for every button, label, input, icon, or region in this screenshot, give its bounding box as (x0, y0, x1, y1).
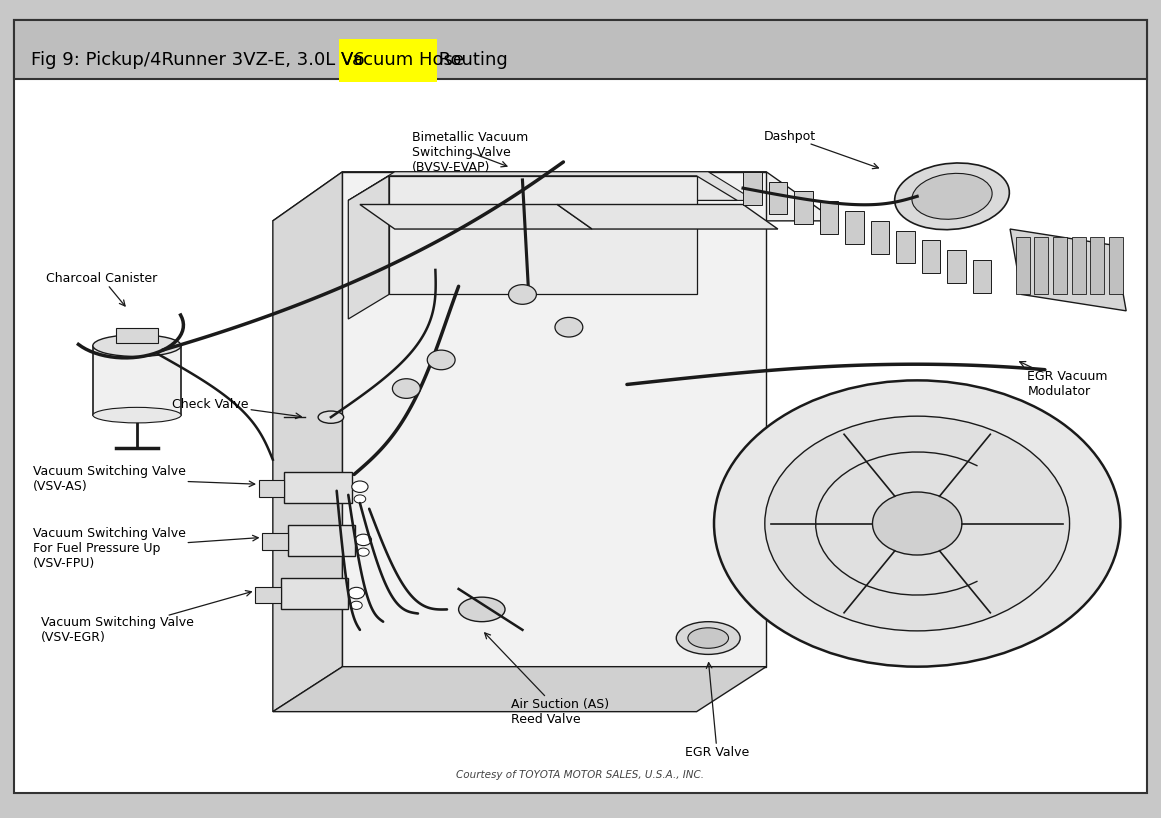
Circle shape (348, 587, 365, 599)
Text: Vacuum Switching Valve
For Fuel Pressure Up
(VSV-FPU): Vacuum Switching Valve For Fuel Pressure… (33, 527, 258, 569)
Bar (288, 525, 355, 556)
Bar (871, 221, 889, 254)
Text: Dashpot: Dashpot (764, 130, 879, 169)
Ellipse shape (93, 407, 181, 423)
Bar (339, 39, 438, 82)
Bar (845, 211, 864, 244)
Bar (896, 231, 915, 263)
Circle shape (392, 379, 420, 398)
Bar (259, 480, 284, 497)
Ellipse shape (895, 163, 1009, 230)
Text: Air Suction (AS)
Reed Valve: Air Suction (AS) Reed Valve (484, 633, 610, 726)
Bar (947, 250, 966, 283)
Polygon shape (348, 176, 389, 319)
Bar (922, 240, 940, 273)
Text: Fig 9: Pickup/4Runner 3VZ-E, 3.0L V6: Fig 9: Pickup/4Runner 3VZ-E, 3.0L V6 (31, 51, 370, 69)
Text: Bimetallic Vacuum
Switching Valve
(BVSV-EVAP): Bimetallic Vacuum Switching Valve (BVSV-… (412, 131, 528, 174)
Polygon shape (348, 176, 737, 200)
Ellipse shape (459, 597, 505, 622)
Polygon shape (273, 667, 766, 712)
Circle shape (509, 285, 536, 304)
Bar (820, 201, 838, 234)
Polygon shape (273, 172, 836, 221)
Circle shape (354, 495, 366, 503)
Polygon shape (348, 172, 755, 200)
Bar (93, 345, 181, 415)
Bar (1109, 237, 1123, 294)
Bar (1016, 237, 1030, 294)
Circle shape (358, 548, 369, 556)
Polygon shape (342, 172, 766, 667)
Circle shape (765, 416, 1069, 631)
Circle shape (555, 317, 583, 337)
Circle shape (355, 534, 372, 546)
Bar (255, 587, 281, 603)
Polygon shape (273, 172, 342, 712)
Circle shape (351, 601, 362, 609)
Text: Check Valve: Check Valve (172, 398, 301, 419)
Bar (284, 472, 352, 503)
Polygon shape (389, 176, 697, 294)
Bar (1034, 237, 1048, 294)
Polygon shape (557, 204, 778, 229)
Bar (281, 578, 348, 609)
Text: Vacuum Switching Valve
(VSV-EGR): Vacuum Switching Valve (VSV-EGR) (41, 591, 252, 644)
Text: Routing: Routing (433, 51, 507, 69)
Bar (1072, 237, 1086, 294)
Bar (116, 329, 158, 344)
Bar (743, 172, 762, 204)
Ellipse shape (93, 335, 181, 357)
Polygon shape (1010, 229, 1126, 311)
Bar (1090, 237, 1104, 294)
Ellipse shape (318, 411, 344, 424)
Bar (262, 533, 288, 550)
Bar (769, 182, 787, 214)
Ellipse shape (911, 173, 993, 219)
Ellipse shape (687, 628, 729, 648)
Bar (14, 20, 1147, 79)
Text: EGR Valve: EGR Valve (685, 663, 749, 759)
Circle shape (352, 481, 368, 492)
Bar (973, 260, 991, 293)
Text: EGR Vacuum
Modulator: EGR Vacuum Modulator (1019, 362, 1108, 398)
Text: Courtesy of TOYOTA MOTOR SALES, U.S.A., INC.: Courtesy of TOYOTA MOTOR SALES, U.S.A., … (456, 771, 705, 780)
Text: Vacuum Hose: Vacuum Hose (340, 51, 463, 69)
Bar (794, 191, 813, 224)
Circle shape (427, 350, 455, 370)
Circle shape (873, 492, 961, 555)
Text: Vacuum Switching Valve
(VSV-AS): Vacuum Switching Valve (VSV-AS) (33, 465, 254, 492)
Text: Charcoal Canister: Charcoal Canister (46, 272, 158, 306)
Bar (1053, 237, 1067, 294)
Polygon shape (360, 204, 592, 229)
Ellipse shape (676, 622, 741, 654)
Circle shape (714, 380, 1120, 667)
